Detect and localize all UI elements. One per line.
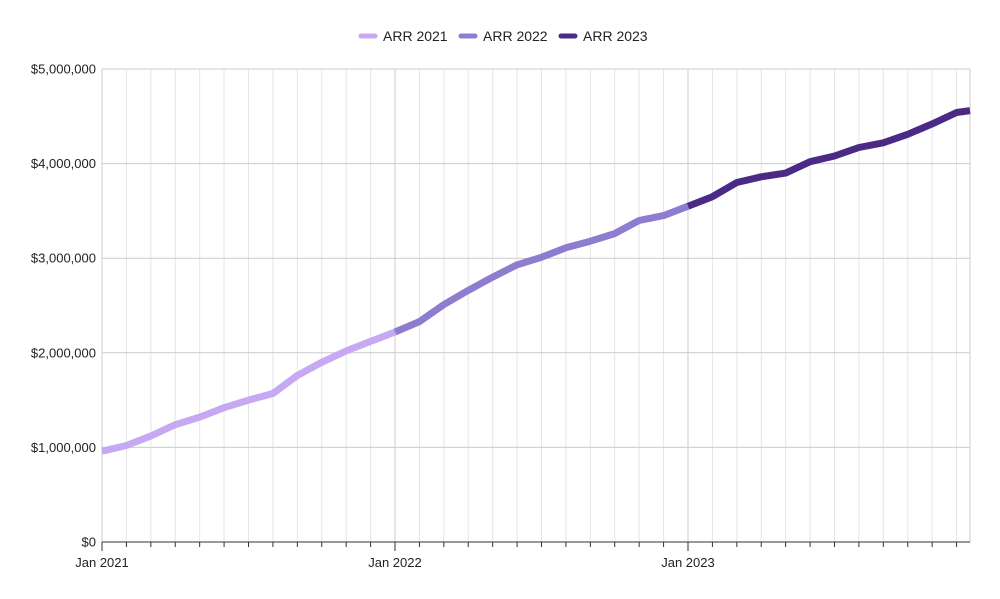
series-group: [101, 107, 971, 455]
minor-gridlines: [125, 69, 958, 542]
y-tick-label: $1,000,000: [31, 440, 96, 455]
y-tick-label: $4,000,000: [31, 156, 96, 171]
legend: ARR 2021 ARR 2022 ARR 2023: [358, 28, 648, 44]
y-tick-label: $5,000,000: [31, 62, 96, 77]
series-line-arr-2022: [393, 202, 690, 336]
legend-label: ARR 2022: [483, 28, 548, 44]
x-tick-label: Jan 2021: [75, 555, 129, 570]
x-tick-label: Jan 2023: [661, 555, 715, 570]
y-axis: $0 $1,000,000 $2,000,000 $3,000,000 $4,000,0…: [31, 62, 970, 550]
x-axis-baseline: [101, 541, 970, 551]
series-line-arr-2021: [101, 328, 397, 455]
legend-item: ARR 2022: [458, 28, 548, 44]
y-tick-label: $3,000,000: [31, 251, 96, 266]
legend-label: ARR 2021: [383, 28, 448, 44]
series-line-arr-2023: [686, 107, 971, 210]
y-tick-label: $2,000,000: [31, 345, 96, 360]
legend-item: ARR 2021: [358, 28, 448, 44]
x-axis: Jan 2021 Jan 2022 Jan 2023: [75, 69, 971, 570]
legend-item: ARR 2023: [558, 28, 648, 44]
legend-label: ARR 2023: [583, 28, 648, 44]
y-tick-label: $0: [82, 535, 96, 550]
x-tick-label: Jan 2022: [368, 555, 422, 570]
